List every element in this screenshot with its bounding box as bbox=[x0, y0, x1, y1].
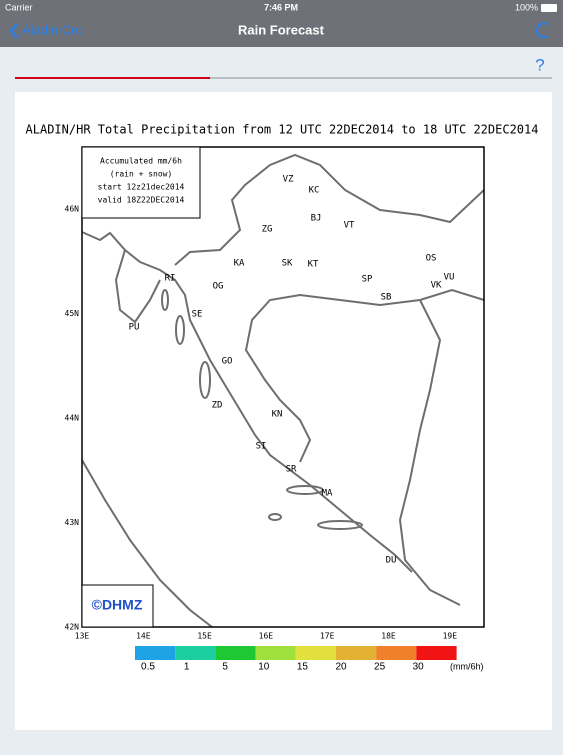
back-button[interactable]: Aladin Cro bbox=[22, 22, 83, 37]
city-label: SK bbox=[282, 259, 293, 269]
lat-label: 44N bbox=[65, 414, 80, 423]
city-label: VT bbox=[344, 221, 355, 231]
help-button[interactable]: ? bbox=[535, 55, 544, 74]
colorbar-segment bbox=[175, 646, 216, 660]
lon-label: 18E bbox=[381, 632, 396, 641]
legend-line: Accumulated mm/6h bbox=[100, 157, 182, 166]
colorbar-segment bbox=[336, 646, 377, 660]
lat-label: 46N bbox=[65, 205, 80, 214]
progress-track bbox=[15, 77, 552, 79]
city-label: VK bbox=[431, 281, 442, 291]
city-label: KT bbox=[308, 260, 319, 270]
city-label: SP bbox=[362, 275, 373, 285]
battery-level: 100% bbox=[515, 2, 538, 12]
colorbar-segment bbox=[215, 646, 256, 660]
colorbar-unit: (mm/6h) bbox=[450, 661, 484, 671]
lat-label: 42N bbox=[65, 623, 80, 632]
city-label: ZG bbox=[262, 225, 273, 235]
legend-line: (rain + snow) bbox=[110, 170, 173, 179]
city-label: SR bbox=[286, 465, 297, 475]
city-label: VZ bbox=[283, 175, 294, 185]
progress-bar bbox=[15, 77, 210, 79]
clock: 7:46 PM bbox=[264, 2, 298, 12]
city-label: SI bbox=[256, 442, 267, 452]
colorbar-label: 15 bbox=[297, 662, 309, 673]
lon-label: 16E bbox=[259, 632, 274, 641]
coastlines bbox=[81, 153, 485, 628]
colorbar-label: 20 bbox=[335, 662, 347, 673]
city-label: OG bbox=[213, 282, 224, 292]
city-label: VU bbox=[444, 273, 455, 283]
city-label: KN bbox=[272, 410, 283, 420]
colorbar-label: 5 bbox=[222, 662, 228, 673]
city-label: DU bbox=[386, 556, 397, 566]
city-label: SE bbox=[192, 310, 203, 320]
city-label: ZD bbox=[212, 401, 223, 411]
lat-label: 45N bbox=[65, 309, 80, 318]
colorbar-label: 30 bbox=[413, 662, 425, 673]
legend-line: start 12z21dec2014 bbox=[98, 183, 185, 192]
lon-label: 17E bbox=[320, 632, 335, 641]
colorbar-segment bbox=[416, 646, 457, 660]
colorbar-segment bbox=[295, 646, 336, 660]
copyright: ©DHMZ bbox=[92, 597, 143, 613]
colorbar-segment bbox=[135, 646, 176, 660]
city-label: GO bbox=[222, 357, 233, 367]
battery-icon bbox=[541, 4, 557, 12]
city-label: BJ bbox=[311, 214, 322, 224]
colorbar-segment bbox=[255, 646, 296, 660]
lon-label: 13E bbox=[75, 632, 90, 641]
city-label: OS bbox=[426, 254, 437, 264]
lat-label: 43N bbox=[65, 518, 80, 527]
lon-label: 19E bbox=[443, 632, 458, 641]
colorbar-label: 1 bbox=[184, 662, 190, 673]
refresh-button[interactable] bbox=[535, 22, 549, 39]
nav-background bbox=[0, 0, 563, 47]
lon-label: 15E bbox=[197, 632, 212, 641]
colorbar-label: 0.5 bbox=[141, 662, 155, 673]
carrier: Carrier bbox=[5, 2, 33, 12]
map-title: ALADIN/HR Total Precipitation from 12 UT… bbox=[26, 123, 539, 137]
legend-box bbox=[81, 146, 201, 219]
colorbar-label: 25 bbox=[374, 662, 386, 673]
city-label: SB bbox=[381, 293, 392, 303]
colorbar-label: 10 bbox=[258, 662, 270, 673]
city-label: MA bbox=[322, 489, 333, 499]
city-label: KC bbox=[309, 186, 320, 196]
back-chevron[interactable] bbox=[9, 23, 18, 39]
city-label: KA bbox=[234, 259, 245, 269]
legend-line: valid 18Z22DEC2014 bbox=[98, 196, 185, 205]
lon-label: 14E bbox=[136, 632, 151, 641]
map-frame bbox=[81, 146, 485, 628]
copyright-box bbox=[81, 584, 154, 628]
city-label: PU bbox=[129, 323, 140, 333]
nav-title: Rain Forecast bbox=[238, 22, 325, 37]
colorbar-segment bbox=[376, 646, 417, 660]
city-label: RI bbox=[165, 274, 176, 284]
